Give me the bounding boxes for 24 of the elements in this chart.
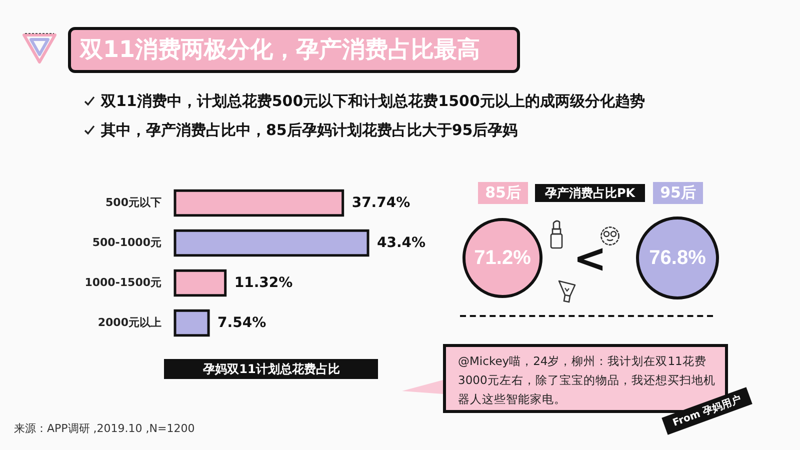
bar bbox=[174, 189, 344, 217]
bar bbox=[174, 229, 370, 257]
y-tick-label: 1000-1500元 bbox=[84, 276, 162, 289]
bar bbox=[174, 269, 227, 297]
data-label: 43.4% bbox=[377, 235, 426, 251]
text: From 孕妈用户 bbox=[662, 387, 752, 435]
category-label: 85后 bbox=[485, 184, 521, 202]
text: 双11消费中，计划总花费500元以下和计划总花费1500元以上的成两级分化趋势 bbox=[101, 91, 645, 111]
category-label: 95后 bbox=[660, 184, 696, 202]
data-label: 11.32% bbox=[234, 275, 293, 291]
y-tick-label: 500-1000元 bbox=[92, 236, 162, 249]
y-tick-label: 2000元以上 bbox=[98, 316, 162, 329]
y-tick-label: 500元以下 bbox=[106, 196, 162, 209]
text: 其中，孕产消费占比中，85后孕妈计划花费占比大于95后孕妈 bbox=[101, 120, 518, 140]
text: 孕妈双11计划总花费占比 bbox=[202, 362, 340, 376]
source-note: 来源：APP调研 ,2019.10 ,N=1200 bbox=[14, 421, 195, 436]
bar bbox=[174, 309, 210, 337]
data-label: 37.74% bbox=[352, 195, 410, 211]
text: < bbox=[573, 236, 607, 282]
text: 孕产消费占比PK bbox=[544, 186, 636, 200]
text: 双11消费两极分化，孕产消费占比最高 bbox=[68, 27, 520, 73]
data-label: 7.54% bbox=[218, 315, 266, 331]
data-label: 76.8% bbox=[649, 247, 706, 269]
data-label: 71.2% bbox=[474, 247, 532, 269]
